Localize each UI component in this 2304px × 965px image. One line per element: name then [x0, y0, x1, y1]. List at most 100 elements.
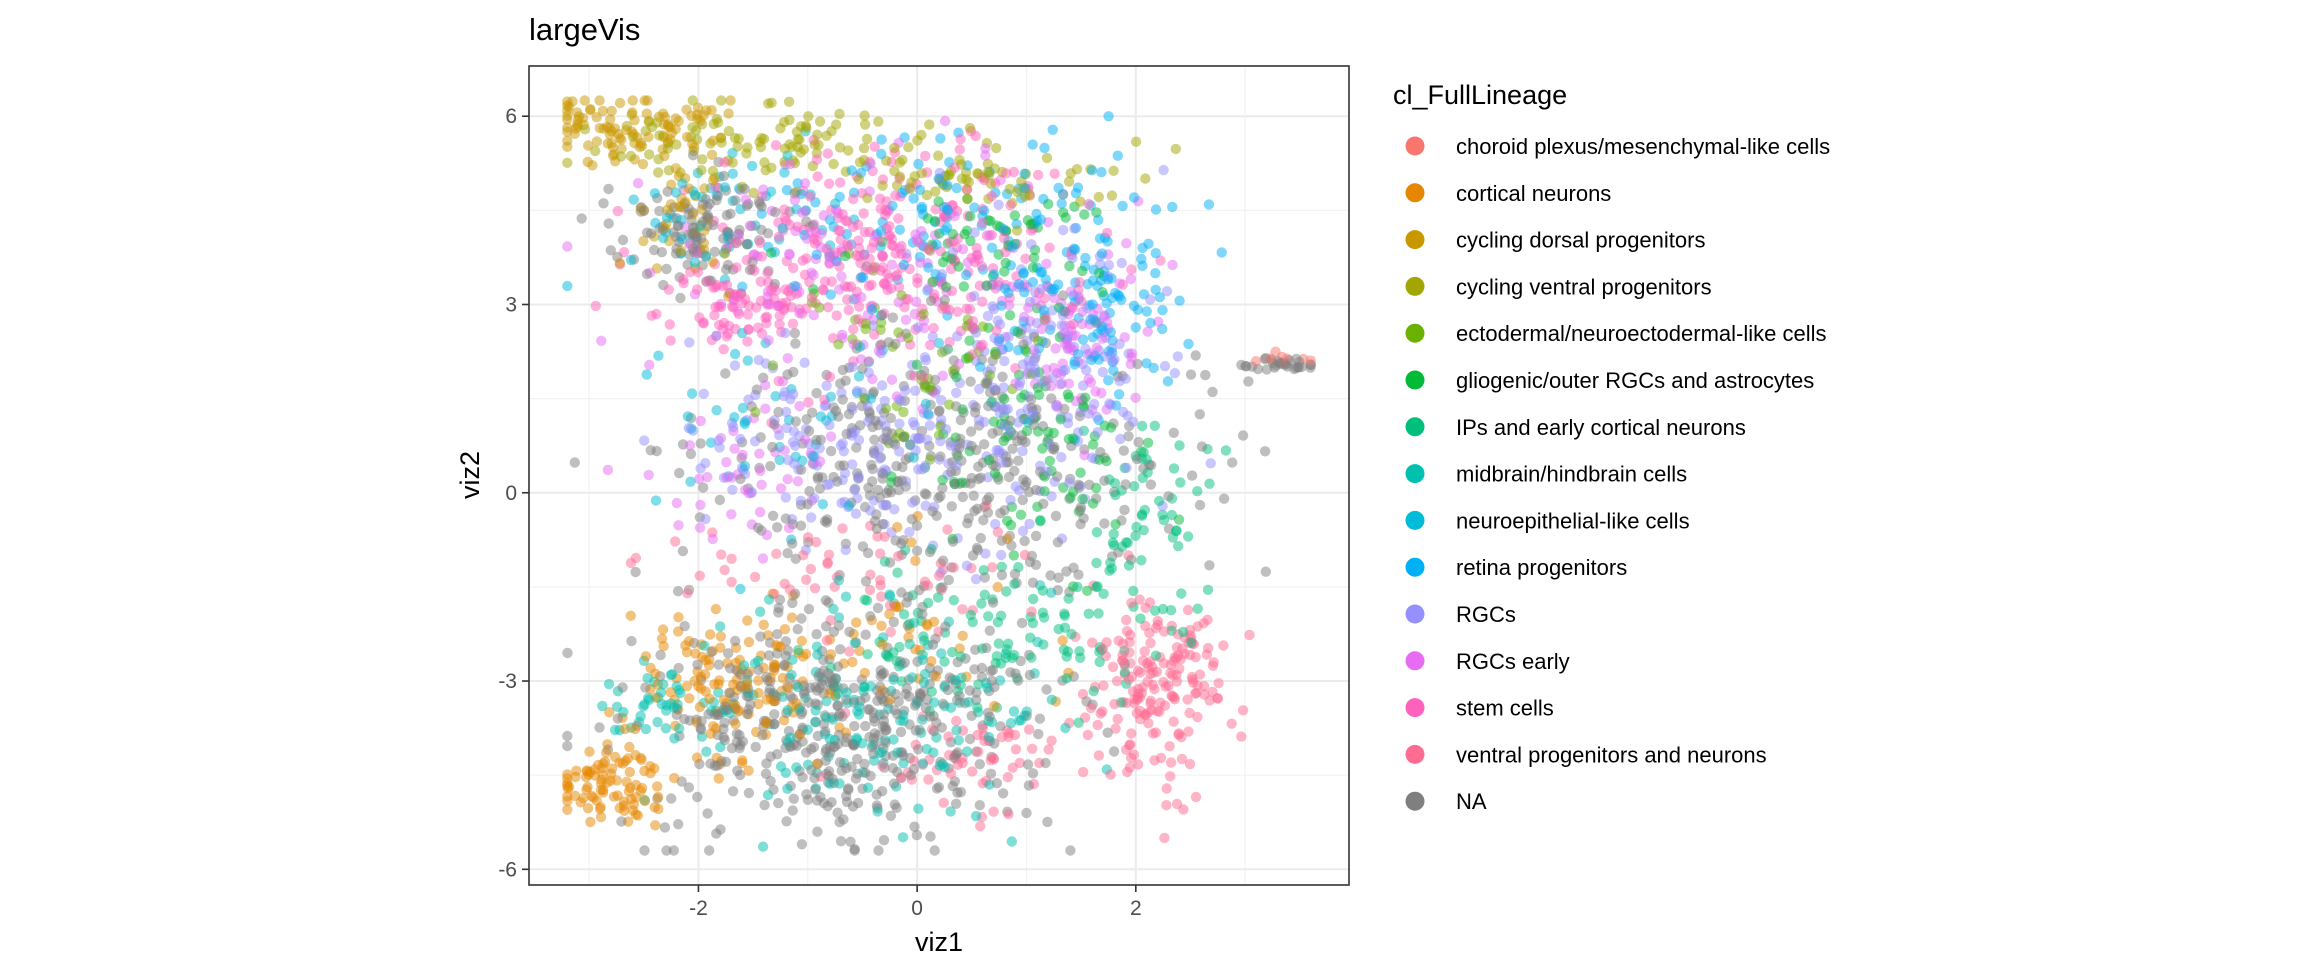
data-point — [1013, 562, 1024, 573]
data-point — [779, 204, 790, 215]
data-point — [735, 739, 746, 751]
data-point — [652, 716, 663, 728]
data-point — [937, 303, 948, 314]
data-point — [695, 671, 707, 683]
data-point — [982, 310, 994, 322]
data-point — [812, 649, 823, 660]
data-point — [729, 412, 740, 423]
data-point — [921, 489, 932, 500]
data-point — [732, 141, 743, 152]
data-point — [859, 110, 870, 121]
data-point — [1200, 369, 1211, 381]
data-point — [877, 180, 888, 191]
data-point — [852, 753, 863, 765]
data-point — [635, 710, 646, 722]
data-point — [715, 621, 726, 632]
data-point — [964, 335, 975, 346]
data-point — [812, 129, 823, 140]
data-point — [860, 629, 871, 640]
data-point — [977, 296, 988, 307]
data-point — [844, 626, 855, 637]
data-point — [1123, 674, 1134, 685]
data-point — [630, 552, 642, 564]
data-point — [760, 718, 772, 729]
data-point — [1143, 718, 1154, 729]
data-point — [794, 400, 805, 412]
data-point — [1097, 333, 1108, 344]
data-point — [1305, 355, 1316, 366]
data-point — [1072, 581, 1083, 593]
data-point — [1097, 643, 1109, 655]
data-point — [1028, 344, 1040, 355]
data-point — [824, 419, 835, 431]
data-point — [777, 672, 789, 684]
data-point — [696, 165, 707, 176]
data-point — [824, 478, 835, 490]
data-point — [833, 411, 844, 422]
data-point — [810, 705, 821, 716]
data-point — [626, 126, 637, 137]
data-point — [821, 380, 832, 391]
data-point — [1130, 136, 1142, 147]
data-point — [1093, 191, 1105, 203]
data-point — [848, 324, 859, 335]
data-point — [861, 133, 873, 145]
data-point — [1035, 515, 1046, 526]
data-point — [899, 657, 910, 668]
data-point — [914, 688, 925, 699]
data-point — [1120, 479, 1131, 490]
data-point — [656, 698, 667, 710]
data-point — [969, 505, 980, 517]
data-point — [788, 389, 799, 400]
data-point — [782, 783, 793, 794]
data-point — [1108, 165, 1119, 176]
data-point — [926, 656, 937, 667]
data-point — [694, 570, 705, 581]
data-point — [869, 141, 880, 152]
data-point — [1052, 537, 1064, 548]
data-point — [1028, 419, 1039, 430]
data-point — [820, 755, 831, 766]
data-point — [806, 512, 817, 523]
legend-key — [1405, 510, 1425, 530]
data-point — [677, 178, 688, 189]
data-point — [792, 178, 803, 189]
data-point — [727, 786, 739, 797]
data-point — [1227, 457, 1238, 468]
data-point — [911, 296, 922, 307]
data-point — [708, 118, 719, 130]
data-point — [904, 526, 915, 538]
data-point — [662, 186, 673, 197]
data-point — [868, 755, 880, 766]
data-point — [1191, 687, 1202, 699]
data-point — [723, 648, 734, 659]
data-point — [1039, 293, 1050, 304]
data-point — [1185, 369, 1197, 380]
data-point — [921, 618, 933, 630]
data-point — [1006, 836, 1017, 847]
data-point — [942, 180, 953, 191]
data-point — [784, 741, 796, 752]
data-point — [870, 738, 881, 750]
data-point — [840, 736, 851, 748]
data-point — [914, 184, 926, 196]
data-point — [803, 603, 815, 615]
data-point — [993, 474, 1004, 485]
data-point — [920, 398, 932, 410]
data-point — [896, 538, 907, 549]
data-point — [707, 135, 719, 146]
legend-key — [1405, 230, 1425, 250]
data-point — [877, 251, 888, 263]
data-point — [771, 640, 782, 651]
data-point — [743, 636, 755, 648]
data-point — [988, 416, 1000, 427]
data-point — [1108, 528, 1119, 540]
data-point — [1144, 627, 1155, 639]
data-point — [594, 803, 606, 815]
data-point — [1121, 238, 1132, 249]
data-point — [867, 476, 878, 487]
data-point — [792, 221, 803, 232]
data-point — [834, 177, 846, 188]
data-point — [808, 742, 820, 753]
data-point — [1075, 196, 1086, 207]
